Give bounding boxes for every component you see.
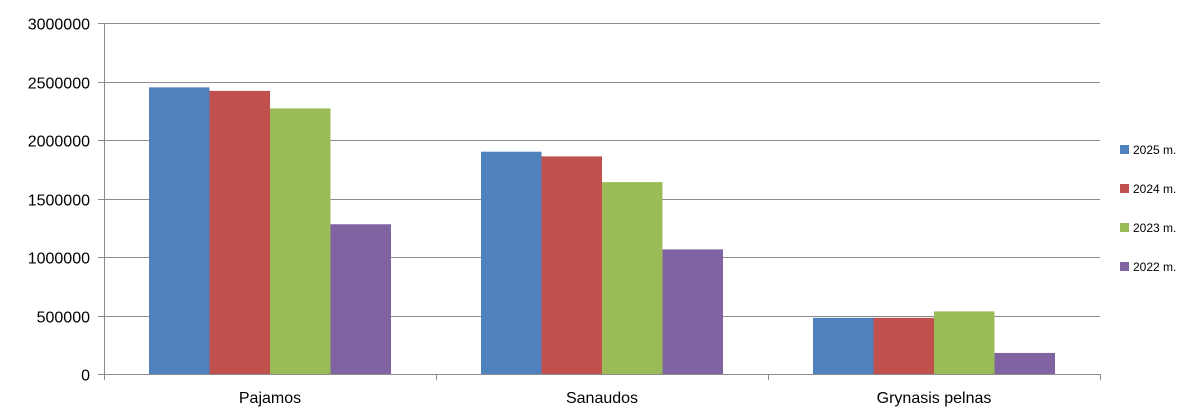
bar-pajamos-2024 (209, 90, 270, 375)
category-label: Sanaudos (566, 390, 638, 407)
y-tick-label: 1000000 (28, 251, 90, 268)
legend-swatch (1120, 184, 1129, 193)
bar-pajamos-2023 (270, 108, 331, 374)
y-tick-label: 500000 (37, 310, 90, 327)
legend: 2025 m. 2024 m. 2023 m. 2022 m. (1120, 143, 1176, 274)
axes (98, 23, 1101, 380)
y-tick-label: 2000000 (28, 134, 90, 151)
y-tick-labels: 0 500000 1000000 1500000 2000000 2500000 30000… (28, 17, 90, 385)
bar-grynasis-pelnas-2023 (934, 311, 995, 374)
category-labels: Pajamos Sanaudos Grynasis pelnas (239, 390, 991, 407)
legend-label: 2023 m. (1133, 221, 1176, 235)
legend-label: 2025 m. (1133, 143, 1176, 157)
category-label: Pajamos (239, 390, 301, 407)
bar-pajamos-2025 (149, 87, 210, 374)
category-label: Grynasis pelnas (877, 390, 992, 407)
bar-grynasis-pelnas-2025 (813, 317, 874, 374)
legend-swatch (1120, 223, 1129, 232)
bar-sanaudos-2025 (481, 151, 542, 374)
y-tick-label: 3000000 (28, 17, 90, 34)
bar-grynasis-pelnas-2022 (994, 352, 1055, 374)
legend-label: 2024 m. (1133, 182, 1176, 196)
bar-sanaudos-2023 (602, 182, 663, 374)
legend-label: 2022 m. (1133, 260, 1176, 274)
bar-sanaudos-2022 (662, 249, 723, 374)
bar-grynasis-pelnas-2024 (873, 317, 934, 374)
bar-sanaudos-2024 (541, 156, 602, 374)
bars (149, 87, 1055, 375)
legend-swatch (1120, 262, 1129, 271)
y-tick-label: 0 (81, 368, 90, 385)
y-tick-label: 2500000 (28, 76, 90, 93)
y-tick-label: 1500000 (28, 193, 90, 210)
legend-swatch (1120, 145, 1129, 154)
bar-pajamos-2022 (330, 224, 391, 374)
